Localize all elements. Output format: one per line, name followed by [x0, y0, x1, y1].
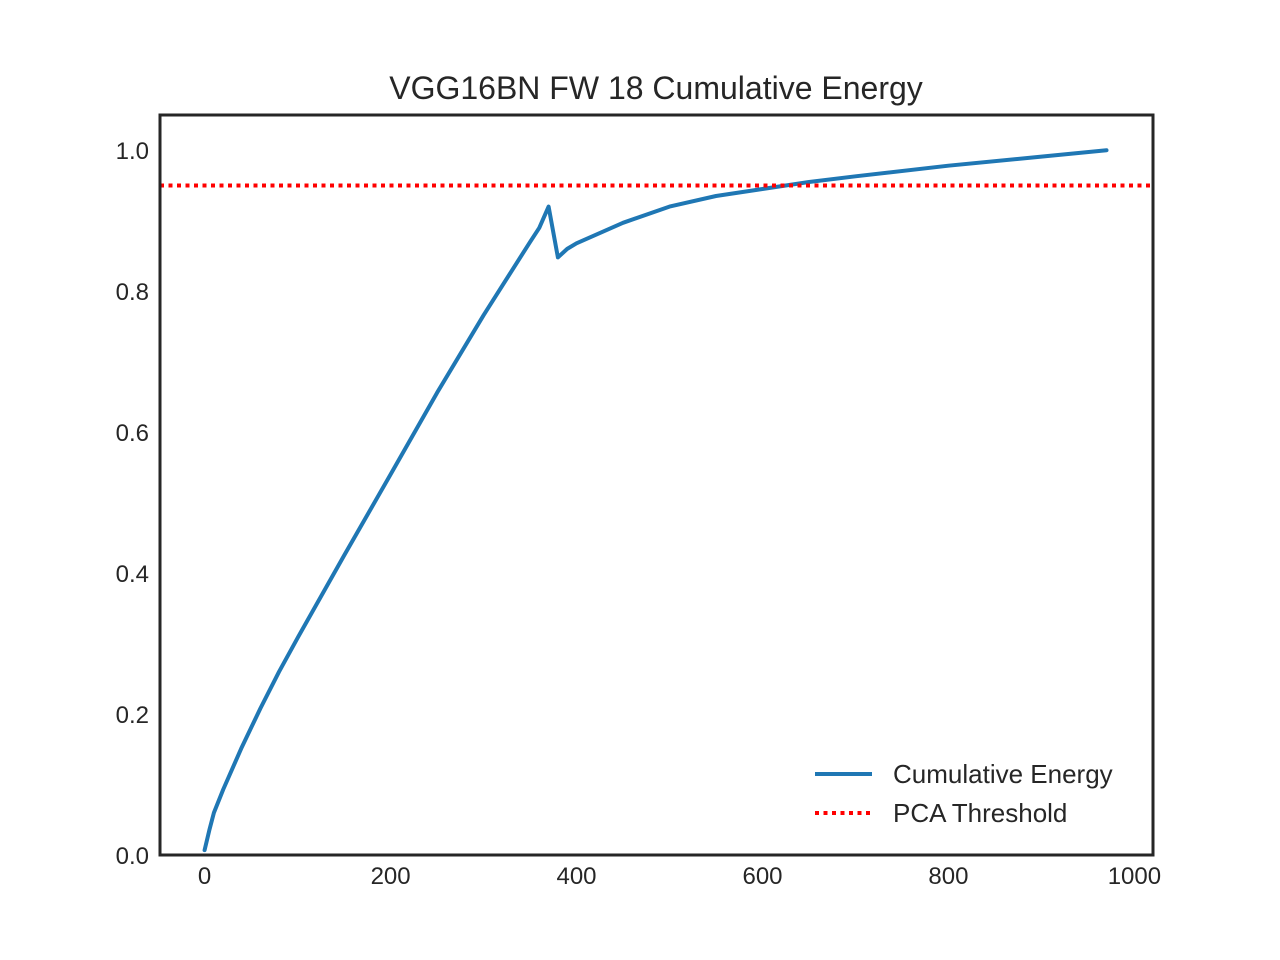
x-tick-label: 200	[371, 863, 411, 890]
legend-label-1: PCA Threshold	[893, 798, 1067, 828]
y-tick-label: 0.2	[116, 702, 149, 729]
legend: Cumulative Energy PCA Threshold	[815, 759, 1113, 828]
x-tick-label: 400	[556, 863, 596, 890]
series-line-0	[202, 148, 1109, 853]
y-tick-label: 0.8	[116, 279, 149, 306]
y-tick-label: 0.6	[116, 420, 149, 447]
legend-label-0: Cumulative Energy	[893, 759, 1113, 789]
y-tick-label: 1.0	[116, 138, 149, 165]
x-tick-label: 600	[742, 863, 782, 890]
plot-frame	[158, 113, 1155, 857]
y-tick-label: 0.4	[116, 561, 149, 588]
x-tick-label: 800	[928, 863, 968, 890]
x-tick-label: 0	[198, 863, 211, 890]
y-tick-label: 0.0	[116, 843, 149, 870]
chart-title: VGG16BN FW 18 Cumulative Energy	[389, 70, 923, 106]
x-tick-label: 1000	[1108, 863, 1161, 890]
